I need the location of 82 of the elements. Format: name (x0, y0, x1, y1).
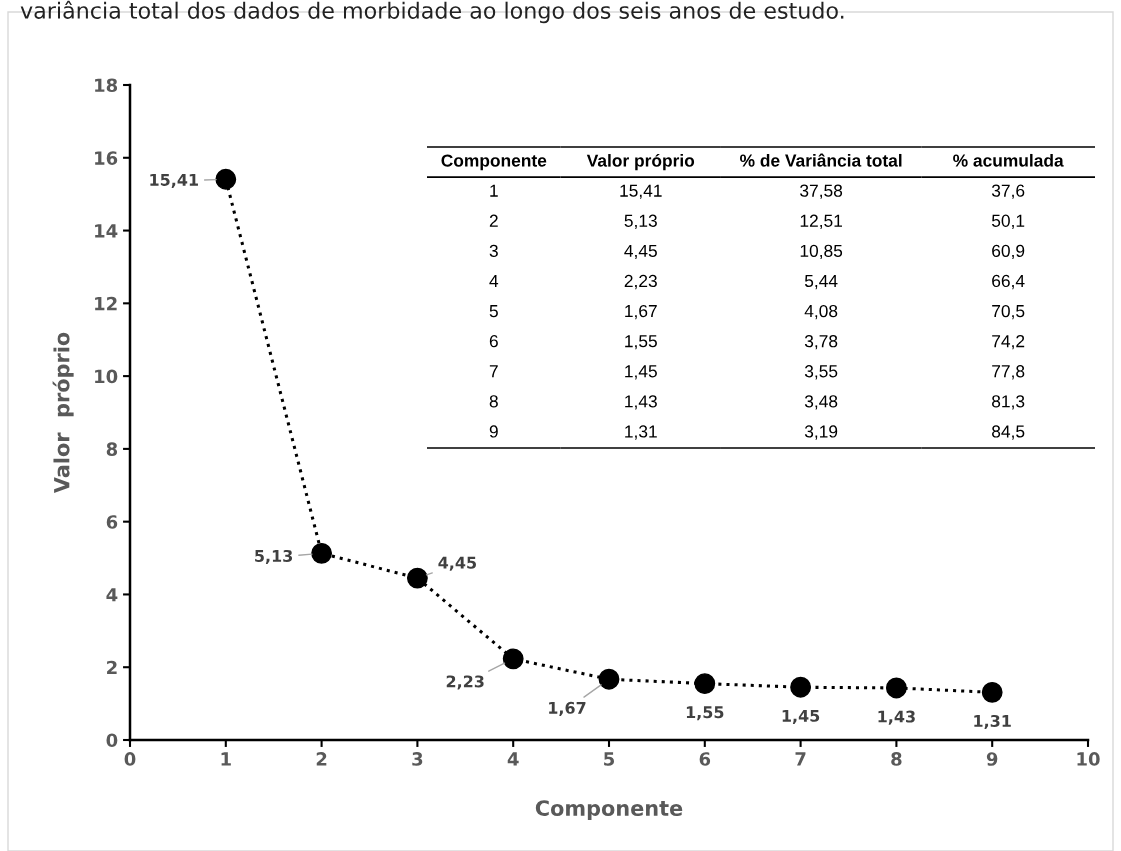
annotation: 9 (489, 425, 498, 438)
annotation: 3,48 (804, 395, 838, 410)
annotation: 77,8 (992, 365, 1025, 380)
annotation: 5 (489, 305, 498, 318)
x-axis-title: Componente (535, 800, 683, 820)
point (311, 542, 333, 564)
data-label: 1,43 (878, 710, 915, 725)
x-tick-label: 2 (316, 752, 327, 766)
annotation: 7 (489, 365, 498, 378)
data-label: 1,31 (974, 714, 1011, 730)
annotation: 5,44 (804, 275, 838, 290)
x-tick-label: 1 (221, 752, 231, 766)
annotation: 1,55 (625, 335, 657, 350)
y-tick-label: 10 (95, 369, 118, 384)
data-label: 4,45 (438, 556, 476, 571)
point (790, 676, 812, 698)
annotation: 1,31 (625, 425, 657, 440)
annotation: 70,5 (992, 304, 1025, 320)
y-tick-label: 6 (106, 515, 118, 529)
data-label: 15,41 (150, 174, 198, 188)
point (694, 673, 716, 695)
annotation: 66,4 (992, 274, 1025, 290)
annotation: 50,1 (991, 214, 1025, 229)
annotation: 6 (489, 335, 498, 348)
y-tick-label: 0 (106, 733, 118, 748)
x-tick-label: 8 (891, 752, 902, 766)
annotation: 1,43 (625, 395, 657, 410)
y-tick-label: 4 (106, 588, 118, 602)
annotation: 3,55 (804, 365, 838, 380)
data-label: 1,67 (549, 701, 586, 716)
point (981, 681, 1003, 703)
x-tick-label: 0 (124, 752, 136, 766)
data-label: 1,45 (782, 710, 820, 724)
annotation: 12,51 (800, 214, 842, 229)
annotation: 60,9 (992, 244, 1025, 260)
x-tick-label: 7 (795, 752, 806, 766)
y-axis-title: Valor próprio (52, 332, 74, 494)
annotation: 74,2 (992, 335, 1025, 350)
annotation: 8 (489, 395, 498, 408)
annotation: 37,58 (800, 184, 843, 199)
annotation: 1,67 (625, 304, 657, 320)
point (598, 668, 620, 690)
annotation: % acumulada (953, 153, 1064, 167)
annotation: 1 (490, 184, 498, 197)
annotation: Componente (441, 154, 547, 171)
annotation: 15,41 (620, 184, 662, 199)
data-label: 1,55 (686, 706, 724, 721)
y-tick-label: 18 (95, 78, 118, 93)
point (215, 168, 237, 190)
data-label: 2,23 (446, 675, 484, 690)
x-tick-label: 3 (412, 752, 423, 766)
annotation: 3,78 (804, 335, 838, 350)
x-tick-label: 4 (507, 752, 519, 766)
x-tick-label: 9 (986, 752, 998, 766)
annotation: 84,5 (992, 425, 1025, 440)
y-tick-label: 12 (95, 296, 117, 311)
annotation: 2,23 (624, 274, 657, 290)
annotation: 5,13 (624, 214, 657, 229)
annotation: % de Variância total (740, 153, 902, 167)
y-tick-label: 2 (107, 660, 117, 675)
y-tick-label: 14 (95, 224, 118, 238)
annotation: 2 (489, 214, 498, 227)
x-tick-label: 10 (1077, 752, 1100, 766)
annotation: 3 (489, 244, 498, 258)
annotation: 81,3 (992, 395, 1025, 410)
annotation: 4,45 (624, 244, 657, 260)
point (406, 567, 428, 589)
annotation: 10,85 (800, 244, 843, 260)
annotation: 3,19 (804, 425, 838, 440)
annotation: 1,45 (625, 365, 657, 380)
annotation: 4 (489, 275, 499, 287)
y-tick-label: 8 (106, 442, 118, 457)
point (885, 677, 907, 699)
x-tick-label: 6 (699, 752, 711, 766)
annotation: 37,6 (991, 184, 1025, 199)
x-tick-label: 5 (604, 752, 615, 766)
chart-title: variância total dos dados de morbidade ao longo dos seis anos de estudo. (20, 0, 844, 24)
point (502, 648, 524, 670)
y-tick-label: 16 (95, 151, 118, 165)
annotation: 4,08 (804, 304, 838, 320)
data-label: 5,13 (255, 549, 293, 564)
annotation: Valor próprio (586, 153, 695, 171)
